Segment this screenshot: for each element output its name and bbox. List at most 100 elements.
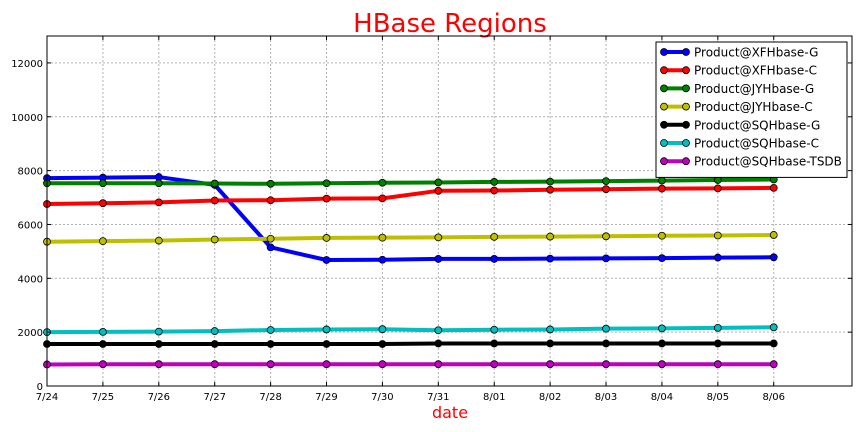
data-point (322, 234, 331, 242)
data-point (99, 199, 107, 208)
legend-marker (682, 157, 690, 166)
data-point (434, 339, 443, 348)
x-tick-label: 7/26 (148, 392, 170, 403)
data-point (658, 231, 666, 240)
data-point (210, 235, 219, 244)
data-point (210, 340, 219, 348)
data-point (490, 186, 499, 195)
data-point (378, 360, 387, 369)
y-tick-label: 2000 (18, 328, 43, 339)
data-point (266, 243, 275, 252)
data-point (602, 232, 610, 241)
data-point (490, 255, 499, 263)
legend-marker (660, 84, 668, 93)
data-point (322, 256, 331, 264)
plot-frame (46, 35, 853, 387)
x-tick-label: 8/01 (483, 392, 505, 403)
data-point (266, 360, 275, 369)
legend-item: Product@SQHbase-C (660, 137, 819, 151)
data-point (154, 340, 163, 348)
data-point (266, 196, 275, 205)
data-point (602, 339, 610, 348)
x-tick-label: 7/28 (259, 392, 281, 403)
data-point (434, 255, 443, 263)
x-tick-label: 8/04 (651, 392, 673, 403)
data-point (154, 360, 163, 369)
data-point (602, 360, 610, 369)
data-point (658, 360, 666, 369)
data-point (154, 236, 163, 245)
data-point (490, 339, 499, 348)
data-point (490, 178, 499, 186)
y-tick-label: 10000 (11, 113, 43, 124)
data-point (713, 231, 722, 240)
legend-label: Product@SQHbase-TSDB (694, 155, 842, 169)
data-point (210, 327, 219, 335)
data-point (378, 325, 387, 334)
legend: Product@XFHbase-G Product@XFHbase-C Produc… (655, 41, 848, 178)
data-point (713, 323, 722, 332)
data-point (658, 324, 666, 333)
data-point (490, 360, 499, 369)
legend-marker (682, 84, 690, 93)
data-point (434, 233, 443, 242)
legend-label: Product@JYHbase-G (694, 82, 814, 96)
data-point (210, 196, 219, 205)
x-axis-label: date (432, 403, 468, 422)
y-tick-label: 6000 (18, 220, 43, 231)
data-point (769, 253, 778, 262)
data-point (602, 254, 610, 263)
data-point (99, 179, 107, 188)
x-tick-label: 8/03 (595, 392, 617, 403)
legend-label: Product@SQHbase-G (694, 118, 820, 132)
data-point (546, 232, 555, 241)
x-tick-label: 8/06 (763, 392, 785, 403)
data-point (154, 327, 163, 336)
data-point (99, 360, 107, 369)
data-point (546, 185, 555, 194)
x-tick-label: 7/30 (371, 392, 393, 403)
data-point (210, 179, 219, 188)
legend-marker (682, 120, 690, 129)
data-point (378, 255, 387, 264)
legend-marker (682, 66, 690, 75)
data-point (154, 198, 163, 207)
data-point (210, 360, 219, 369)
series-Product@XFHbase-C (43, 183, 778, 208)
data-point (713, 184, 722, 193)
data-point (434, 178, 443, 187)
data-point (658, 254, 666, 263)
y-tick-label: 4000 (18, 274, 43, 285)
y-tick-label: 12000 (11, 59, 43, 70)
legend-marker (660, 66, 668, 75)
data-point (546, 339, 555, 348)
data-point (378, 194, 387, 203)
data-point (266, 179, 275, 188)
series-line (46, 175, 774, 262)
series-Product@SQHbase-TSDB (43, 360, 778, 369)
legend-label: Product@XFHbase-C (694, 64, 817, 78)
data-point (490, 232, 499, 241)
data-point (434, 186, 443, 195)
data-point (658, 176, 666, 185)
legend-marker (660, 120, 668, 129)
data-point (434, 326, 443, 335)
legend-label: Product@SQHbase-C (694, 137, 819, 151)
data-point (769, 231, 778, 239)
data-point (322, 179, 331, 188)
x-tick-label: 7/31 (427, 392, 449, 403)
legend-item: Product@XFHbase-G (660, 46, 818, 60)
axis-ticks: 7/24 7/25 7/26 7/27 7/28 7/29 7/30 7/31 8/01 8/02… (11, 36, 852, 403)
x-tick-label: 8/02 (539, 392, 561, 403)
data-point (546, 177, 555, 186)
series-line (46, 325, 774, 335)
data-point (769, 360, 778, 369)
legend-marker (682, 48, 690, 56)
data-point (602, 324, 610, 333)
chart-title: HBase Regions (353, 9, 547, 39)
series-line (47, 341, 774, 346)
data-point (546, 325, 555, 334)
x-tick-label: 7/24 (36, 392, 58, 403)
series-Product@SQHbase-C (43, 323, 778, 337)
